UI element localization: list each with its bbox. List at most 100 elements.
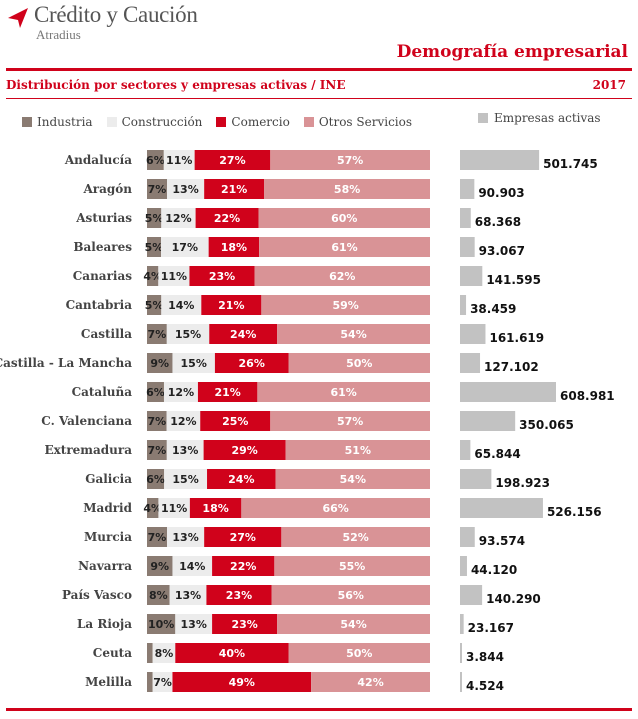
bar-data-label: 5% <box>145 212 164 225</box>
bar-segment-comercio <box>209 324 278 344</box>
bar-segment-construcción <box>158 498 190 518</box>
bar-data-label: 22% <box>214 212 240 225</box>
bar-data-label: 40% <box>219 647 245 660</box>
bar-segment-industria <box>147 382 164 402</box>
bar-data-label: 25% <box>222 415 248 428</box>
bar-segment-comercio <box>214 353 289 373</box>
bar-data-label: 7% <box>147 415 166 428</box>
bar-segment-construcción <box>152 643 176 663</box>
bar-data-label: 17% <box>172 241 198 254</box>
bar-data-label: 13% <box>172 531 198 544</box>
bar-segment-construcción <box>166 324 210 344</box>
category-label: Canarias <box>73 269 132 283</box>
legend-label-construccion: Construcción <box>121 115 203 129</box>
legend-swatch-empresas <box>478 113 488 123</box>
empresas-bar <box>460 585 483 605</box>
bar-data-label: 29% <box>231 444 257 457</box>
bar-data-label: 13% <box>172 444 198 457</box>
category-label: País Vasco <box>62 588 132 602</box>
chart-legend: Industria Construcción Comercio Otros Se… <box>22 115 426 129</box>
empresas-value-label: 127.102 <box>484 360 539 374</box>
legend-label-otros-servicios: Otros Servicios <box>318 115 413 129</box>
brand-subname: Atradius <box>36 27 81 42</box>
bar-segment-industria <box>147 411 167 431</box>
empresas-bar <box>460 179 475 199</box>
bar-data-label: 23% <box>226 589 252 602</box>
legend-item-comercio: Comercio <box>216 115 290 129</box>
bar-data-label: 61% <box>331 386 357 399</box>
bar-data-label: 5% <box>145 299 164 312</box>
category-label: Murcia <box>84 530 132 544</box>
bar-data-label: 15% <box>172 473 198 486</box>
bar-segment-otros-servicios <box>257 382 430 402</box>
category-label: Asturias <box>75 211 132 225</box>
bar-segment-construcción <box>175 614 213 634</box>
bar-segment-otros-servicios <box>241 498 430 518</box>
bar-segment-industria <box>147 179 168 199</box>
bar-segment-otros-servicios <box>270 150 430 170</box>
category-label: Ceuta <box>93 646 132 660</box>
brand-name: Crédito y Caución <box>34 2 198 27</box>
empresas-bar <box>460 150 540 170</box>
empresas-value-label: 4.524 <box>466 679 504 693</box>
bar-data-label: 12% <box>168 386 194 399</box>
bar-segment-comercio <box>194 150 271 170</box>
legend-item-construccion: Construcción <box>106 115 203 129</box>
bar-data-label: 54% <box>340 618 366 631</box>
legend-label-industria: Industria <box>37 115 93 129</box>
bar-data-label: 56% <box>338 589 364 602</box>
bar-data-label: 9% <box>150 357 169 370</box>
empresas-bar <box>460 353 481 373</box>
bar-segment-comercio <box>175 643 289 663</box>
empresas-bar <box>460 643 462 663</box>
bar-segment-comercio <box>204 527 282 547</box>
bar-data-label: 59% <box>332 299 358 312</box>
bar-segment-comercio <box>189 266 255 286</box>
bar-data-label: 23% <box>231 618 257 631</box>
bar-segment-comercio <box>195 208 259 228</box>
bar-segment-otros-servicios <box>261 295 430 315</box>
bar-data-label: 6% <box>146 154 165 167</box>
bar-segment-industria <box>147 672 153 692</box>
bar-data-label: 13% <box>181 618 207 631</box>
empresas-value-label: 38.459 <box>470 302 516 316</box>
bar-segment-comercio <box>201 295 262 315</box>
bar-segment-construcción <box>158 266 190 286</box>
bar-data-label: 8% <box>149 589 168 602</box>
bar-data-label: 9% <box>150 560 169 573</box>
bar-segment-construcción <box>161 237 209 257</box>
bar-data-label: 14% <box>168 299 194 312</box>
legend-label-comercio: Comercio <box>231 115 290 129</box>
bar-segment-comercio <box>203 440 286 460</box>
legend-swatch-construccion <box>106 117 117 127</box>
report-year: 2017 <box>592 78 626 92</box>
bar-data-label: 27% <box>230 531 256 544</box>
bar-segment-otros-servicios <box>311 672 430 692</box>
bar-segment-otros-servicios <box>274 556 430 576</box>
bar-data-label: 22% <box>230 560 256 573</box>
bar-data-label: 27% <box>219 154 245 167</box>
category-label: Melilla <box>85 675 132 689</box>
header-rule <box>6 68 632 71</box>
empresas-bar <box>460 382 556 402</box>
atradius-logo-icon <box>8 8 28 28</box>
bar-data-label: 61% <box>331 241 357 254</box>
bar-segment-otros-servicios <box>288 643 430 663</box>
empresas-bar <box>460 295 467 315</box>
bar-segment-industria <box>147 353 173 373</box>
bar-segment-construcción <box>172 556 213 576</box>
bar-segment-comercio <box>172 672 312 692</box>
bar-data-label: 62% <box>329 270 355 283</box>
bar-segment-comercio <box>212 556 275 576</box>
empresas-bar <box>460 527 475 547</box>
category-label: Andalucía <box>64 153 132 167</box>
bar-data-label: 23% <box>209 270 235 283</box>
bar-segment-industria <box>147 498 159 518</box>
bar-segment-otros-servicios <box>285 440 430 460</box>
bar-data-label: 8% <box>155 647 174 660</box>
bar-segment-industria <box>147 324 167 344</box>
category-label: Cataluña <box>72 385 133 399</box>
category-label: Galicia <box>85 472 132 486</box>
category-label: Castilla - La Mancha <box>0 356 132 370</box>
